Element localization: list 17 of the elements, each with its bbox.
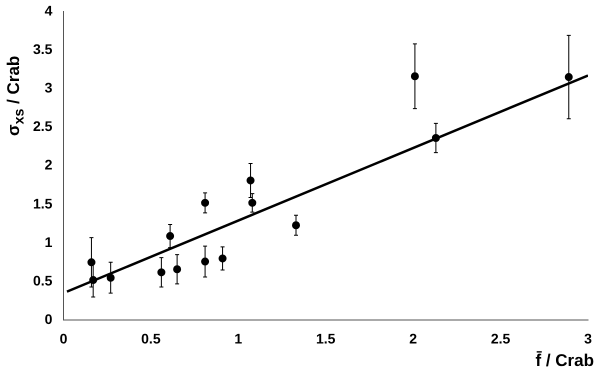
y-tick-label: 2.5: [32, 118, 53, 134]
y-tick-label: 2: [44, 156, 53, 173]
y-tick-label: 3: [44, 79, 53, 96]
y-tick-label: 0.5: [32, 272, 53, 288]
x-tick-label: 1.5: [316, 330, 336, 346]
y-tick-label: 0: [44, 311, 53, 328]
x-axis-title: f̄ / Crab: [535, 351, 594, 371]
y-tick-label: 3.5: [32, 40, 53, 57]
x-tick-label: 2.5: [490, 330, 511, 346]
x-tick-label: 0: [60, 330, 68, 346]
x-tick-label: 2: [409, 330, 418, 346]
y-tick-label: 1: [44, 234, 53, 250]
y-tick-label: 4: [44, 2, 53, 18]
y-tick-label: 1.5: [32, 195, 53, 212]
x-tick-label: 1: [234, 330, 242, 346]
x-tick-label: 0.5: [141, 330, 161, 346]
x-tick-label: 3: [584, 330, 592, 346]
